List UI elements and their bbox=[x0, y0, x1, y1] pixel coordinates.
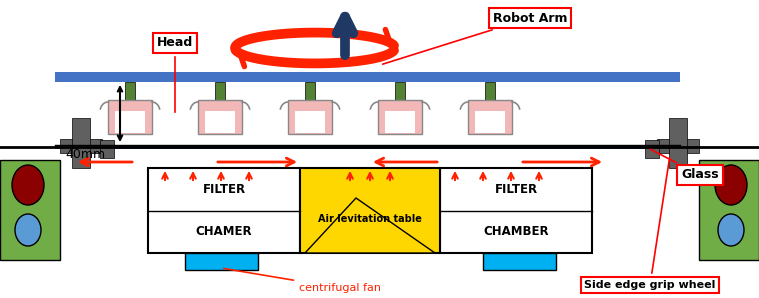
Bar bbox=[115, 111, 145, 133]
Bar bbox=[440, 168, 592, 253]
Bar bbox=[483, 253, 556, 270]
Bar bbox=[60, 139, 102, 153]
Ellipse shape bbox=[12, 165, 44, 205]
Bar bbox=[215, 82, 225, 100]
Bar bbox=[55, 145, 680, 149]
Text: Air levitation table: Air levitation table bbox=[318, 213, 422, 224]
Text: CHAMBER: CHAMBER bbox=[483, 225, 549, 238]
Ellipse shape bbox=[15, 214, 41, 246]
Text: Glass: Glass bbox=[650, 149, 719, 181]
Bar bbox=[125, 82, 135, 100]
Text: centrifugal fan: centrifugal fan bbox=[224, 268, 381, 293]
Bar bbox=[72, 118, 90, 168]
Bar bbox=[0, 160, 60, 260]
Bar bbox=[385, 111, 415, 133]
Text: Robot Arm: Robot Arm bbox=[383, 12, 567, 64]
Bar bbox=[657, 139, 699, 153]
Bar bbox=[198, 100, 242, 134]
Bar bbox=[669, 118, 687, 168]
Bar bbox=[645, 140, 659, 158]
Text: FILTER: FILTER bbox=[203, 183, 246, 196]
Bar bbox=[55, 72, 680, 82]
Ellipse shape bbox=[718, 214, 744, 246]
Bar bbox=[300, 168, 440, 253]
Bar bbox=[295, 111, 325, 133]
Bar bbox=[148, 168, 300, 253]
Bar bbox=[475, 111, 505, 133]
Bar bbox=[395, 82, 405, 100]
Bar bbox=[288, 100, 332, 134]
Bar bbox=[485, 82, 495, 100]
Bar bbox=[699, 160, 759, 260]
Text: Side edge grip wheel: Side edge grip wheel bbox=[584, 158, 716, 290]
Ellipse shape bbox=[715, 165, 747, 205]
Text: FILTER: FILTER bbox=[494, 183, 537, 196]
Text: Head: Head bbox=[157, 36, 193, 112]
Bar bbox=[205, 111, 235, 133]
Bar bbox=[108, 100, 152, 134]
Bar bbox=[100, 140, 114, 158]
Bar bbox=[185, 253, 258, 270]
Text: 40mm: 40mm bbox=[65, 148, 106, 162]
Bar bbox=[305, 82, 315, 100]
Bar bbox=[468, 100, 512, 134]
Text: CHAMER: CHAMER bbox=[196, 225, 252, 238]
Bar bbox=[378, 100, 422, 134]
Polygon shape bbox=[305, 198, 435, 253]
